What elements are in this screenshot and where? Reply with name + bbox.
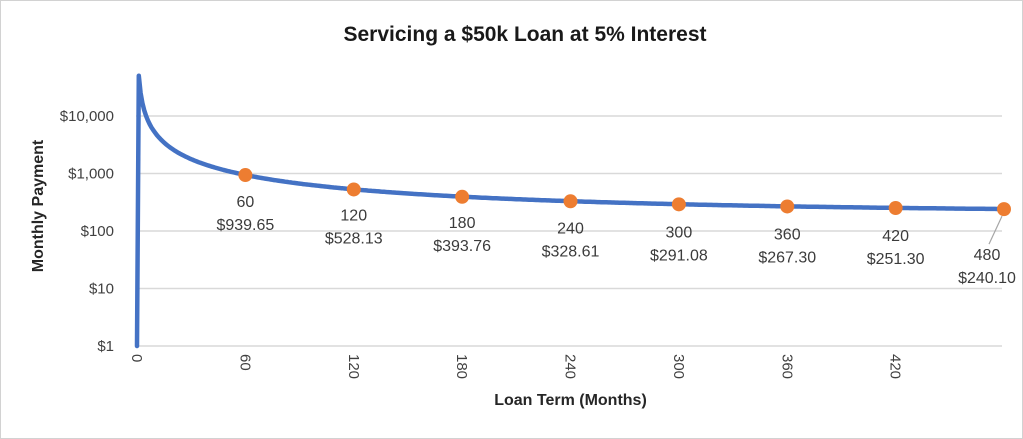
chart-title: Servicing a $50k Loan at 5% Interest [343, 23, 707, 46]
y-tick-label: $1 [97, 338, 114, 355]
data-point-marker [671, 197, 686, 212]
x-axis-title: Loan Term (Months) [494, 392, 647, 409]
data-point-label: 480 $240.10 [958, 247, 1016, 287]
data-point-marker [780, 199, 795, 214]
data-point-label: 120 $528.13 [325, 207, 383, 247]
data-point-label: 240 $328.61 [542, 220, 600, 260]
y-tick-label: $10 [89, 281, 114, 298]
data-point-label: 60 $939.65 [216, 194, 274, 234]
x-tick-label: 180 [453, 354, 470, 379]
y-tick-label: $10,000 [60, 108, 114, 125]
x-tick-label: 360 [778, 354, 795, 379]
x-tick-label: 120 [345, 354, 362, 379]
data-point-label: 420 $251.30 [867, 228, 925, 268]
data-point-marker [888, 200, 903, 215]
y-tick-label: $100 [81, 223, 114, 240]
data-point-label: 360 $267.30 [758, 226, 816, 266]
data-point-label: 180 $393.76 [433, 215, 491, 255]
data-point-label: 300 $291.08 [650, 224, 708, 264]
x-tick-label: 420 [887, 354, 904, 379]
data-point-marker [455, 189, 470, 204]
data-point-marker [346, 182, 361, 197]
x-tick-label: 60 [236, 354, 253, 371]
y-tick-label: $1,000 [68, 166, 114, 183]
data-point-marker [238, 168, 253, 183]
data-point-marker [563, 194, 578, 209]
x-tick-label: 300 [670, 354, 687, 379]
data-label-leader-line [988, 215, 1003, 245]
data-point-marker [997, 202, 1011, 217]
x-tick-label: 0 [128, 354, 145, 362]
x-tick-label: 240 [562, 354, 579, 379]
